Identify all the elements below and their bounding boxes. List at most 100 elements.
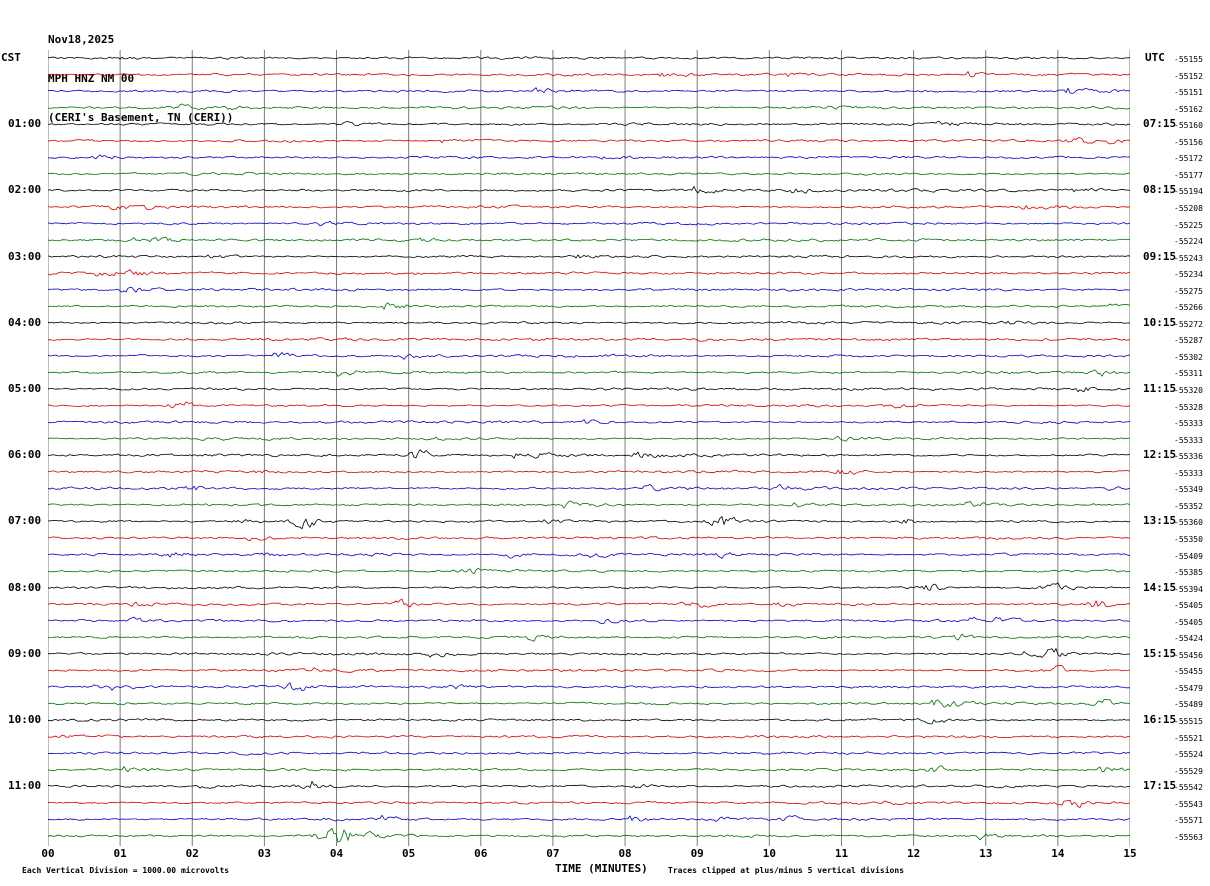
trace-row — [48, 751, 1130, 756]
trace-offset-label: -55243 — [1174, 253, 1203, 263]
trace-offset-label: -55194 — [1174, 187, 1203, 197]
trace-offset-label: -55333 — [1174, 468, 1203, 478]
trace-row — [48, 419, 1130, 425]
x-tick-label: 13 — [979, 847, 993, 860]
left-hour-label: 06:00 — [8, 448, 42, 462]
trace-row — [48, 87, 1130, 94]
trace-offset-label: -55275 — [1174, 286, 1203, 296]
trace-offset-label: -55328 — [1174, 402, 1203, 412]
trace-row — [48, 269, 1130, 277]
trace-offset-label: -55234 — [1174, 270, 1203, 280]
trace-offset-label: -55177 — [1174, 170, 1203, 180]
trace-row — [48, 171, 1130, 176]
trace-row — [48, 137, 1130, 145]
trace-offset-label: -55563 — [1174, 832, 1203, 842]
x-tick-label: 12 — [906, 847, 921, 860]
left-hour-label: 08:00 — [8, 580, 42, 594]
trace-row — [48, 633, 1130, 642]
trace-row — [48, 598, 1130, 608]
trace-row — [48, 120, 1130, 127]
right-hour-label: 08:15 — [1143, 183, 1177, 197]
trace-row — [48, 682, 1130, 691]
trace-offset-label: -55479 — [1174, 683, 1203, 693]
right-hour-label: 15:15 — [1143, 646, 1177, 660]
trace-offset-label: -55489 — [1174, 700, 1203, 710]
trace-row — [48, 186, 1130, 194]
left-axis-header: CST — [1, 51, 21, 64]
trace-row — [48, 337, 1130, 342]
trace-row — [48, 302, 1130, 310]
right-hour-label: 10:15 — [1143, 315, 1177, 329]
trace-offset-label: -55456 — [1174, 650, 1203, 660]
trace-row — [48, 500, 1130, 509]
trace-offset-label: -55208 — [1174, 203, 1203, 213]
trace-row — [48, 236, 1130, 243]
trace-offset-label: -55311 — [1174, 369, 1203, 379]
x-tick-label: 07 — [546, 847, 560, 860]
x-tick-label: 14 — [1051, 847, 1065, 860]
trace-offset-label: -55162 — [1174, 104, 1203, 114]
x-tick-label: 01 — [113, 847, 127, 860]
x-tick-label: 11 — [834, 847, 849, 860]
seismogram-plot — [48, 50, 1130, 846]
trace-row — [48, 449, 1130, 459]
trace-offset-label: -55155 — [1174, 55, 1203, 64]
right-hour-label: 07:15 — [1143, 117, 1177, 131]
trace-row — [48, 616, 1130, 624]
trace-offset-label: -55320 — [1174, 386, 1203, 395]
title-block: Nov18,2025 MPH HNZ NM 00 (CERI's Basemen… — [48, 7, 233, 150]
trace-offset-label: -55333 — [1174, 419, 1203, 429]
trace-row — [48, 204, 1130, 211]
left-hour-label: 10:00 — [8, 713, 42, 726]
x-tick-label: 09 — [690, 847, 704, 860]
trace-row — [48, 483, 1130, 492]
trace-offset-label: -55405 — [1174, 601, 1203, 611]
trace-row — [48, 734, 1130, 739]
trace-row — [48, 154, 1130, 160]
trace-offset-label: -55394 — [1174, 584, 1203, 594]
trace-offset-label: -55529 — [1174, 766, 1203, 776]
trace-row — [48, 552, 1130, 559]
trace-offset-label: -55172 — [1174, 154, 1203, 164]
trace-row — [48, 254, 1130, 259]
right-hour-label: 11:15 — [1143, 382, 1177, 395]
trace-offset-label: -55515 — [1174, 717, 1203, 726]
left-hour-label: 01:00 — [8, 117, 42, 131]
x-tick-label: 15 — [1123, 847, 1137, 860]
trace-offset-label: -55272 — [1174, 319, 1203, 329]
trace-row — [48, 352, 1130, 360]
trace-offset-label: -55225 — [1174, 220, 1203, 230]
trace-row — [48, 780, 1130, 789]
trace-offset-label: -55287 — [1174, 336, 1203, 346]
left-hour-label: 05:00 — [8, 382, 42, 395]
trace-row — [48, 516, 1130, 530]
right-hour-label: 16:15 — [1143, 713, 1177, 726]
trace-offset-label: -55571 — [1174, 816, 1203, 826]
trace-row — [48, 582, 1130, 591]
x-tick-label: 05 — [402, 847, 416, 860]
x-tick-label: 03 — [257, 847, 272, 860]
trace-offset-label: -55543 — [1174, 799, 1203, 809]
trace-row — [48, 664, 1130, 673]
trace-offset-label: -55336 — [1174, 452, 1203, 462]
trace-offset-label: -55160 — [1174, 121, 1203, 131]
x-axis-label: TIME (MINUTES) — [555, 862, 648, 875]
trace-row — [48, 103, 1130, 110]
trace-row — [48, 320, 1130, 325]
right-hour-label: 14:15 — [1143, 580, 1177, 594]
title-location: (CERI's Basement, TN (CERI)) — [48, 111, 234, 124]
trace-row — [48, 568, 1130, 575]
x-tick-label: 08 — [618, 847, 632, 860]
right-axis-header: UTC — [1145, 51, 1165, 64]
trace-row — [48, 469, 1130, 475]
trace-offset-label: -55333 — [1174, 435, 1203, 445]
trace-row — [48, 718, 1130, 725]
x-tick-label: 02 — [185, 847, 199, 860]
trace-row — [48, 765, 1130, 773]
right-hour-label: 12:15 — [1143, 448, 1177, 462]
trace-offset-label: -55524 — [1174, 750, 1203, 760]
trace-offset-label: -55152 — [1174, 71, 1203, 81]
trace-offset-label: -55156 — [1174, 137, 1203, 147]
trace-row — [48, 435, 1130, 442]
trace-offset-label: -55455 — [1174, 667, 1203, 677]
